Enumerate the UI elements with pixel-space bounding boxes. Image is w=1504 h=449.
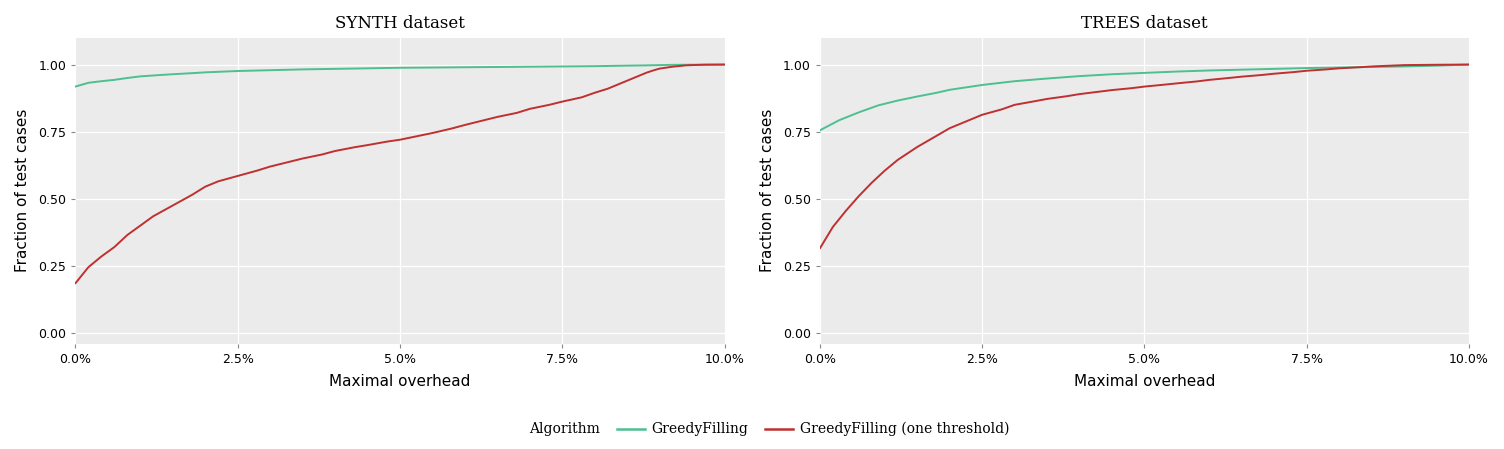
Y-axis label: Fraction of test cases: Fraction of test cases <box>760 109 775 273</box>
X-axis label: Maximal overhead: Maximal overhead <box>329 374 471 389</box>
Title: SYNTH dataset: SYNTH dataset <box>335 15 465 32</box>
Title: TREES dataset: TREES dataset <box>1081 15 1208 32</box>
X-axis label: Maximal overhead: Maximal overhead <box>1074 374 1215 389</box>
Y-axis label: Fraction of test cases: Fraction of test cases <box>15 109 30 273</box>
Legend: Algorithm, GreedyFilling, GreedyFilling (one threshold): Algorithm, GreedyFilling, GreedyFilling … <box>489 417 1015 442</box>
